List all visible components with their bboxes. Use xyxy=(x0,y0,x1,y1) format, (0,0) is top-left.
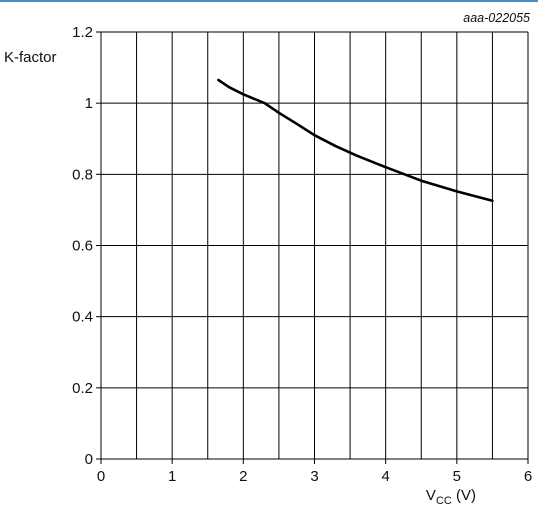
figure-id: aaa-022055 xyxy=(463,11,530,25)
y-tick-label: 1.2 xyxy=(72,24,93,41)
x-axis-title: VCC (V) xyxy=(426,487,476,507)
grid xyxy=(96,31,529,464)
x-axis-title-sub: CC xyxy=(436,495,452,507)
y-tick-label: 0 xyxy=(85,451,93,468)
y-tick-label: 0.2 xyxy=(72,380,93,397)
y-tick-label: 0.8 xyxy=(72,166,93,183)
top-rule xyxy=(0,0,538,2)
x-axis-title-unit: (V) xyxy=(452,487,476,504)
x-tick-label: 2 xyxy=(239,468,247,485)
y-tick-labels: 0 0.2 0.4 0.6 0.8 1 1.2 xyxy=(72,24,93,468)
x-tick-label: 4 xyxy=(381,468,389,485)
curve-layer xyxy=(217,78,494,202)
y-axis-title: K-factor xyxy=(4,49,57,66)
x-tick-label: 1 xyxy=(168,468,176,485)
x-tick-label: 6 xyxy=(524,468,532,485)
x-tick-label: 5 xyxy=(453,468,461,485)
y-tick-label: 1 xyxy=(85,95,93,112)
x-tick-labels: 0 1 2 3 4 5 6 xyxy=(97,468,532,485)
y-tick-label: 0.6 xyxy=(72,238,93,255)
y-tick-label: 0.4 xyxy=(72,309,93,326)
x-axis-title-main: V xyxy=(426,487,436,504)
k-factor-curve xyxy=(217,78,494,202)
x-tick-label: 0 xyxy=(97,468,105,485)
x-tick-label: 3 xyxy=(310,468,318,485)
